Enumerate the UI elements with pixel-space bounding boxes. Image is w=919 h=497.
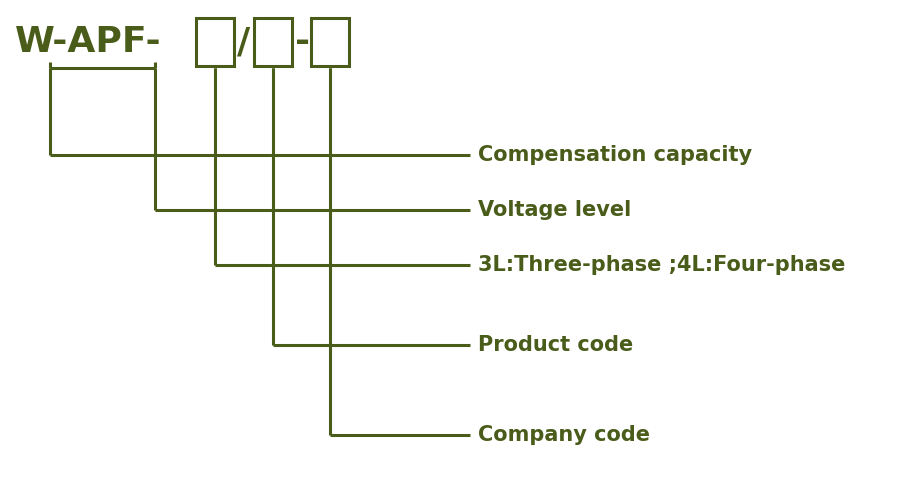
Text: 3L:Three-phase ;4L:Four-phase: 3L:Three-phase ;4L:Four-phase: [478, 255, 845, 275]
Text: W-APF-: W-APF-: [15, 25, 162, 59]
Bar: [254, 18, 291, 66]
Text: Company code: Company code: [478, 425, 650, 445]
Text: Product code: Product code: [478, 335, 632, 355]
Text: /: /: [237, 25, 250, 59]
Bar: [311, 18, 348, 66]
Text: -: -: [295, 25, 310, 59]
Text: Voltage level: Voltage level: [478, 200, 630, 220]
Bar: [196, 18, 233, 66]
Text: Compensation capacity: Compensation capacity: [478, 145, 752, 165]
